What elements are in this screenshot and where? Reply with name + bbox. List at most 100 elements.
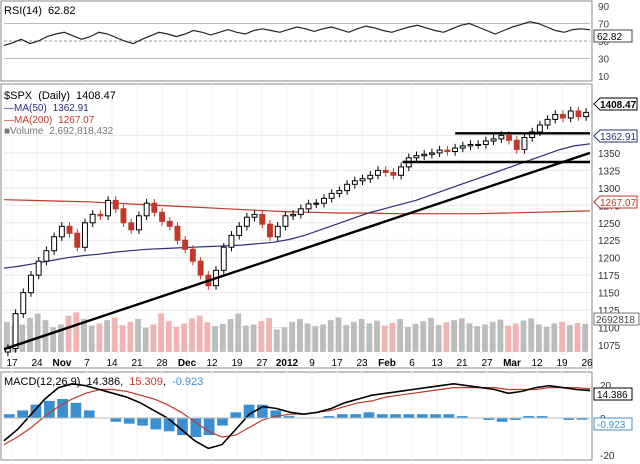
rsi-tick-label: 10 (598, 72, 610, 83)
volume-bar (389, 322, 396, 352)
candle-body (351, 180, 358, 185)
x-axis-label: 12 (206, 358, 218, 369)
candle-body (159, 211, 166, 222)
volume-bar (335, 317, 342, 352)
candle-body (321, 197, 327, 204)
volume-bar (528, 318, 535, 352)
volume-bar (428, 317, 434, 352)
x-axis-label: 21 (131, 358, 143, 369)
candle-body (174, 225, 181, 241)
volume-bar (81, 319, 87, 352)
volume-bar (111, 317, 118, 352)
volume-bar (482, 324, 488, 352)
macd-hist-bar (563, 418, 575, 420)
svg-text:1362.91: 1362.91 (600, 132, 637, 143)
price-legend: $SPX (Daily) 1408.47 —MA(50) 1362.91 —MA… (4, 90, 116, 137)
x-axis-labels: 17 24 Nov 7 14 21 28 Dec 12 19 27 2012 9 17 23 Feb 6 13 21… (6, 358, 593, 369)
macd-hist-bar (337, 414, 348, 418)
macd-hist-bar (110, 418, 122, 422)
candle-body (390, 172, 397, 176)
candle-body (436, 149, 443, 154)
candle-body (490, 138, 497, 142)
candle-body (375, 169, 381, 176)
macd-hist-bar (57, 399, 68, 418)
candle-body (43, 250, 50, 262)
rsi-label: RSI(14) 62.82 (4, 5, 76, 17)
volume-bar (512, 323, 519, 352)
ma50-line (3, 143, 591, 269)
candle-body (189, 248, 196, 262)
volume-bar (158, 313, 164, 352)
candle-body (259, 213, 266, 225)
candle-body (143, 202, 150, 217)
x-axis-label: 24 (31, 358, 43, 369)
volume-bar (219, 323, 226, 352)
candle-body (35, 260, 42, 276)
price-tick-label: 1300 (598, 184, 621, 195)
candle-body (267, 223, 273, 238)
volume-bar (4, 321, 10, 353)
candle-body (182, 239, 189, 250)
macd-line (3, 382, 591, 450)
price-tick-label: 1175 (598, 271, 620, 282)
macd-hist-bar (430, 414, 441, 418)
candle-body (112, 199, 119, 210)
candle-body (58, 225, 65, 238)
volume-bar (50, 327, 57, 353)
x-axis-label: Dec (178, 358, 197, 369)
macd-label: MACD(12,26,9) 14.386, 15.309, -0.923 (4, 376, 203, 388)
volume-bar (312, 326, 319, 352)
candle-body (498, 134, 505, 140)
macd-hist-bar (456, 416, 468, 418)
x-axis-label: 27 (481, 358, 493, 369)
svg-text:62.82: 62.82 (597, 32, 622, 43)
volume-bar (404, 326, 411, 352)
svg-text:2692818: 2692818 (596, 315, 635, 326)
svg-text:14.386: 14.386 (597, 390, 628, 401)
x-axis-label: 19 (556, 358, 568, 369)
candle-body (274, 225, 281, 238)
candle-body (89, 213, 96, 224)
price-tick-label: 1350 (598, 149, 621, 160)
candle-body (467, 144, 474, 147)
candle-body (536, 124, 543, 133)
volume-bar (196, 315, 203, 352)
candle-body (521, 137, 528, 150)
volume-bar (520, 320, 527, 352)
volume-bar (235, 313, 242, 352)
macd-hist-bar (4, 414, 15, 418)
x-axis-label: 19 (231, 358, 243, 369)
ma200-legend: —MA(200) 1267.07 (4, 115, 95, 126)
candle-body (328, 192, 335, 199)
volume-bar (497, 319, 504, 353)
macd-hist-bar (443, 414, 455, 418)
volume-bar (289, 321, 296, 353)
volume-bar (374, 320, 380, 352)
svg-text:1267.07: 1267.07 (600, 198, 637, 209)
volume-bar (343, 325, 350, 353)
candle-body (282, 215, 289, 227)
x-axis-label: 23 (356, 358, 368, 369)
volume-bar (258, 321, 265, 352)
price-panel (0, 83, 593, 369)
candle-body (506, 134, 513, 141)
x-axis-label: 9 (309, 358, 315, 369)
volume-bar (551, 323, 558, 352)
candle-body (128, 222, 135, 231)
candle-body (66, 225, 73, 234)
price-tick-label: 1075 (598, 341, 621, 352)
volume-bar (412, 323, 419, 352)
macd-hist-bar (17, 410, 28, 418)
volume-bar (88, 325, 95, 352)
volume-bar (489, 321, 496, 353)
candle-body (413, 155, 420, 159)
volume-bar (266, 317, 272, 352)
candle-body (382, 169, 389, 173)
macd-hist-bar (416, 414, 428, 418)
volume-bar (181, 323, 188, 352)
ma200-line (3, 199, 591, 215)
volume-bar (466, 323, 473, 352)
macd-hist-bar (30, 404, 42, 418)
ma200-value-marker: 1267.07 (593, 195, 638, 209)
macd-hist-bar (230, 412, 242, 418)
